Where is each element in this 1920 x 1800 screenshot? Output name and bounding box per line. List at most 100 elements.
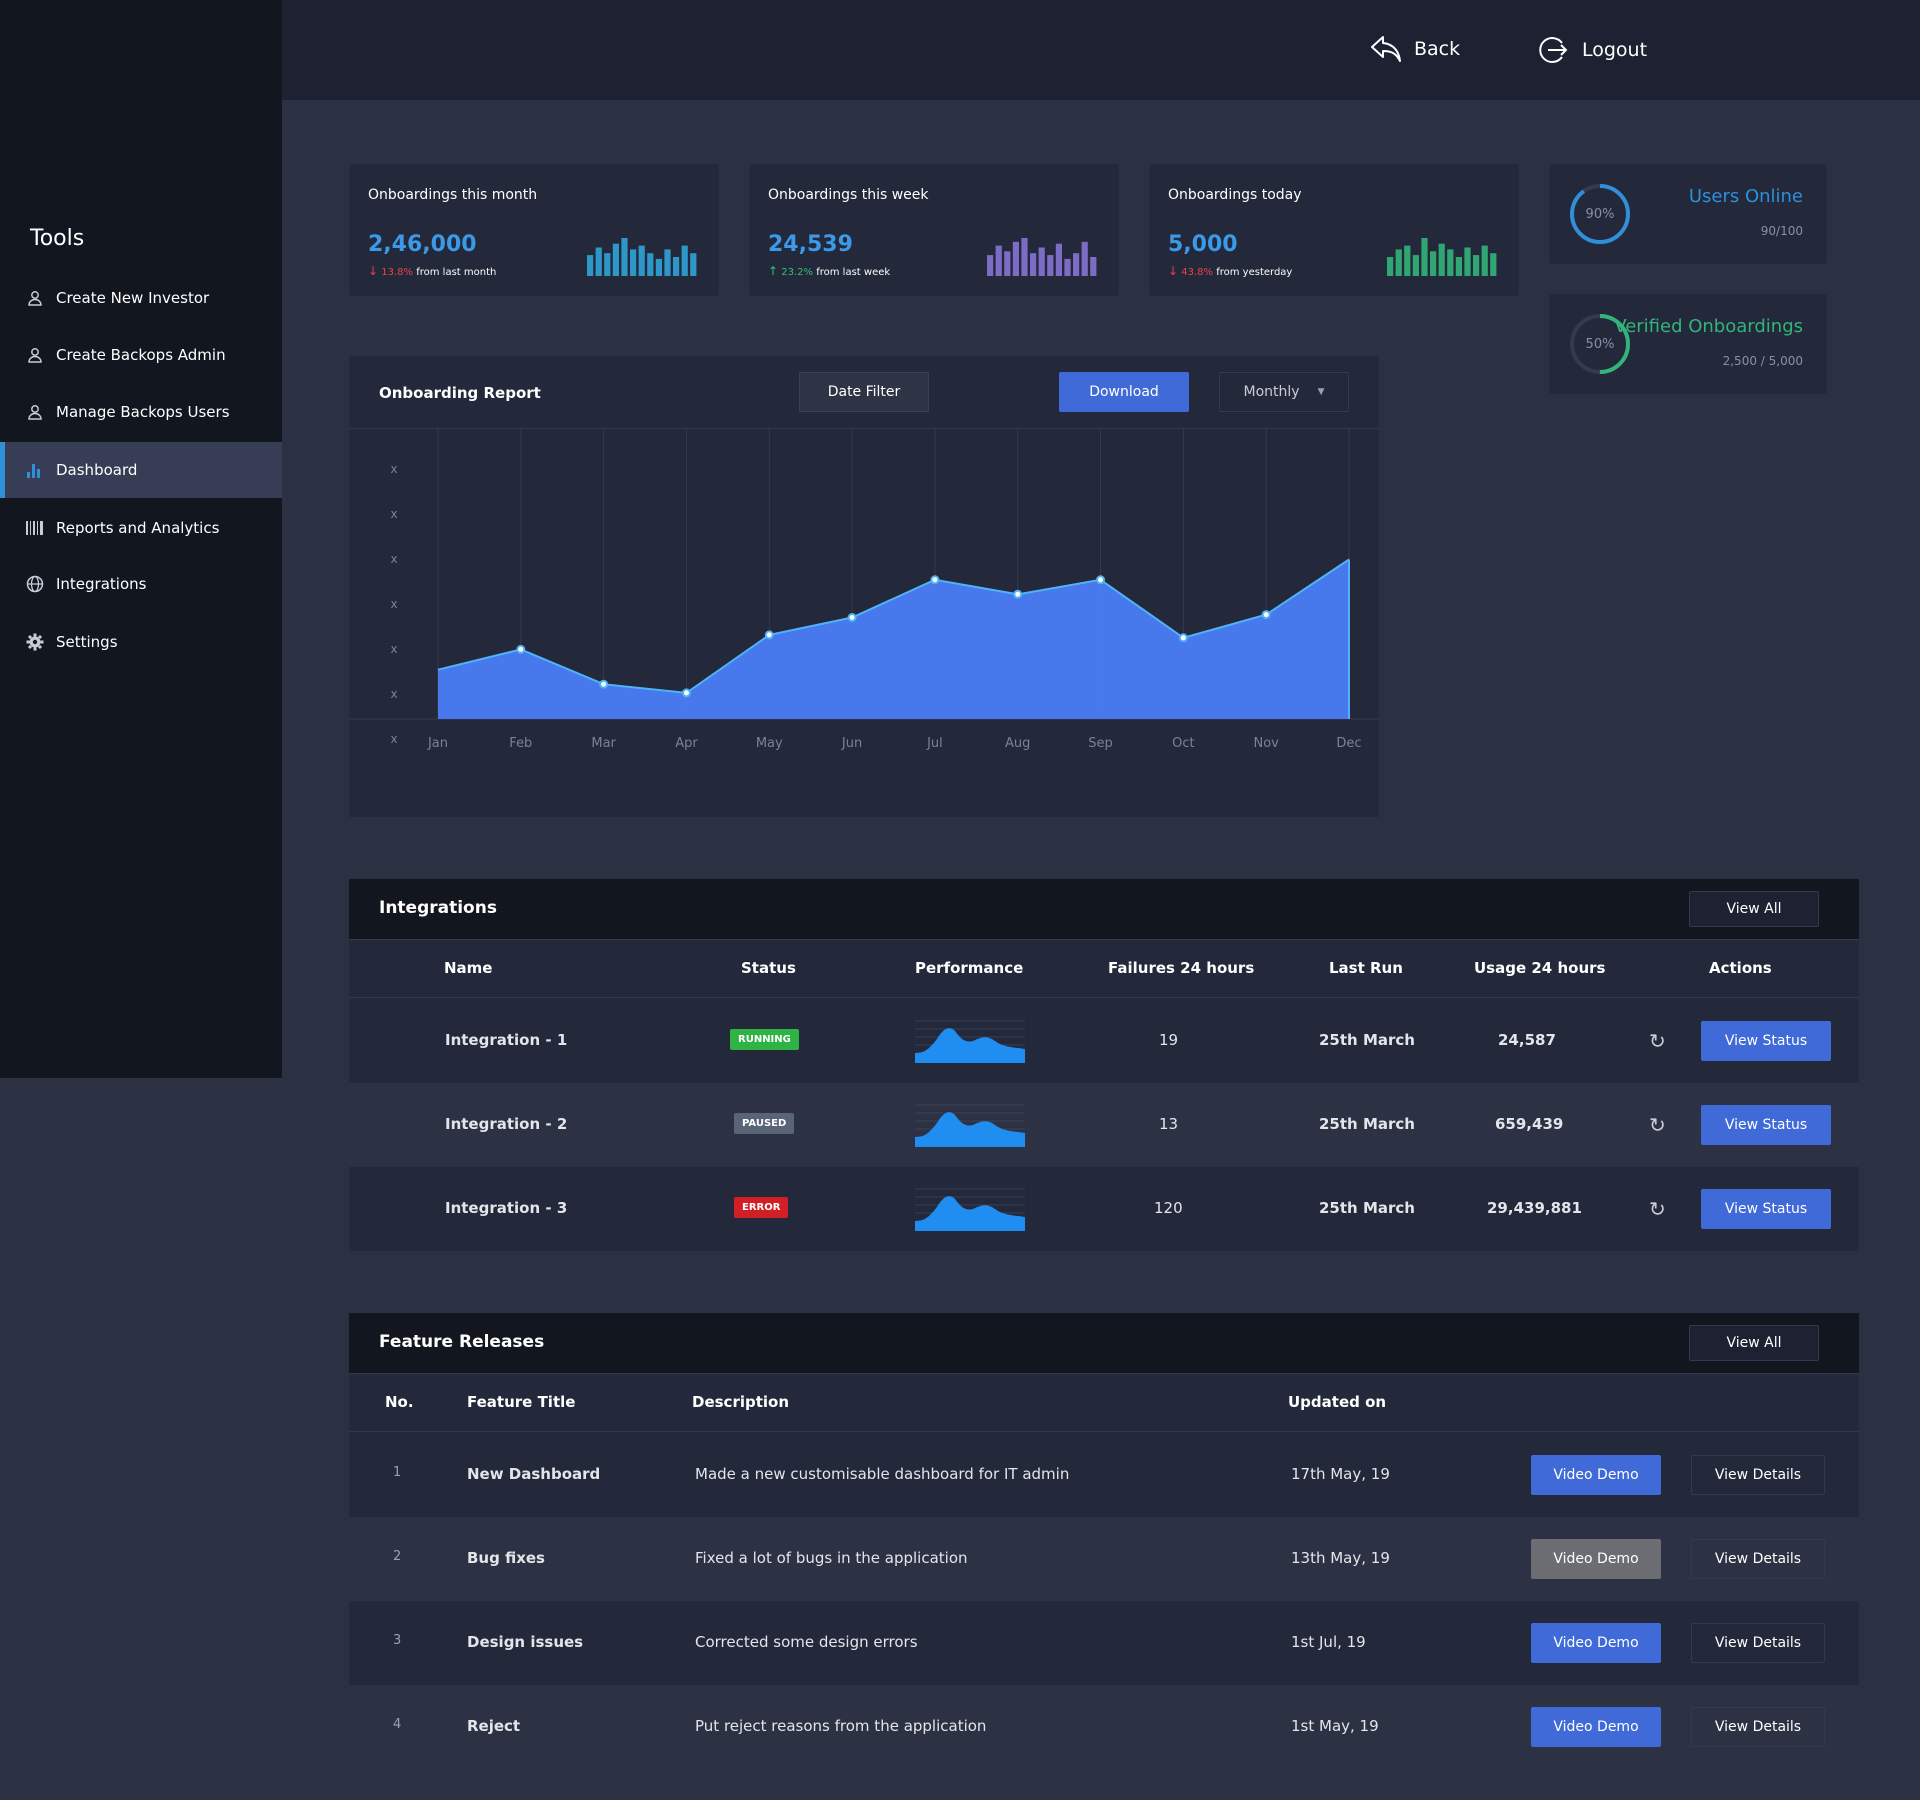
mini-bar <box>664 249 671 276</box>
mini-bar <box>1030 253 1037 276</box>
chevron-down-icon: ▼ <box>1317 387 1325 397</box>
col-header-name: Name <box>444 959 493 977</box>
stat-change-suffix: from last week <box>816 267 891 278</box>
arrow-up-icon: ↑ <box>768 264 779 278</box>
sidebar-item-label: Dashboard <box>56 461 138 479</box>
sidebar-item-settings[interactable]: Settings <box>0 614 282 670</box>
divider <box>349 997 1859 998</box>
mini-bar <box>1038 247 1045 276</box>
sidebar-item-manage-backops-users[interactable]: Manage Backops Users <box>0 384 282 440</box>
y-tick-label: x <box>390 642 397 656</box>
table-row: 2 Bug fixes Fixed a lot of bugs in the a… <box>349 1517 1859 1601</box>
failures-value: 13 <box>1159 1115 1179 1133</box>
x-tick-label: Feb <box>509 736 532 751</box>
sidebar-item-dashboard[interactable]: Dashboard <box>0 442 282 498</box>
col-header-performance: Performance <box>915 959 1024 977</box>
sidebar-item-create-backops-admin[interactable]: Create Backops Admin <box>0 327 282 383</box>
view-status-button[interactable]: View Status <box>1701 1189 1831 1229</box>
barcode-icon <box>26 519 44 537</box>
spark-area <box>915 1112 1025 1147</box>
video-demo-button-disabled[interactable]: Video Demo <box>1531 1539 1661 1579</box>
users-online-sub: 90/100 <box>1760 224 1803 238</box>
stat-change-pct: 43.8% <box>1181 267 1214 278</box>
mini-bar <box>681 245 688 276</box>
mini-bar <box>1012 241 1019 276</box>
refresh-icon[interactable]: ↻ <box>1649 1113 1666 1137</box>
period-select[interactable]: Monthly ▼ <box>1219 372 1349 412</box>
view-status-label: View Status <box>1724 1201 1808 1217</box>
area-fill <box>438 559 1349 719</box>
logout-icon <box>1539 37 1568 63</box>
report-title: Onboarding Report <box>379 384 541 402</box>
view-details-label: View Details <box>1714 1467 1802 1483</box>
back-arrow-icon <box>1371 36 1401 62</box>
video-demo-label: Video Demo <box>1553 1719 1639 1735</box>
mini-bar-chart <box>1387 238 1497 276</box>
mini-bar <box>621 238 628 276</box>
sidebar-item-reports-and-analytics[interactable]: Reports and Analytics <box>0 500 282 556</box>
view-all-label: View All <box>1726 901 1782 917</box>
view-details-button[interactable]: View Details <box>1691 1455 1825 1495</box>
table-row: Integration - 1 RUNNING 19 25th March 24… <box>349 999 1859 1083</box>
users-online-card: 90% Users Online 90/100 <box>1549 164 1827 264</box>
view-details-button[interactable]: View Details <box>1691 1539 1825 1579</box>
date-filter-button[interactable]: Date Filter <box>799 372 929 412</box>
area-line <box>437 558 1350 694</box>
stat-card-today: Onboardings today 5,000 ↓ 43.8% from yes… <box>1149 164 1519 296</box>
view-status-label: View Status <box>1724 1117 1808 1133</box>
feature-description: Put reject reasons from the application <box>695 1717 987 1735</box>
data-point <box>1013 589 1023 599</box>
data-point <box>1261 610 1271 620</box>
data-point <box>847 613 857 622</box>
logout-button[interactable]: Logout <box>1538 34 1647 66</box>
video-demo-button[interactable]: Video Demo <box>1531 1707 1661 1747</box>
view-status-button[interactable]: View Status <box>1701 1021 1831 1061</box>
integrations-header: Integrations View All <box>349 879 1859 939</box>
sidebar-item-create-new-investor[interactable]: Create New Investor <box>0 270 282 326</box>
spark-area <box>915 1028 1025 1063</box>
col-header-updated-on: Updated on <box>1288 1393 1387 1411</box>
stat-change-pct: 13.8% <box>381 267 414 278</box>
stat-change: ↓ 43.8% from yesterday <box>1168 264 1292 278</box>
view-details-button[interactable]: View Details <box>1691 1707 1825 1747</box>
back-button[interactable]: Back <box>1370 34 1460 64</box>
mini-bar <box>1090 257 1097 276</box>
view-details-label: View Details <box>1714 1551 1802 1567</box>
y-tick-label: x <box>390 687 397 701</box>
globe-icon <box>26 575 44 593</box>
refresh-icon[interactable]: ↻ <box>1649 1197 1666 1221</box>
report-divider <box>349 428 1379 429</box>
sidebar-item-label: Reports and Analytics <box>56 519 220 537</box>
video-demo-button[interactable]: Video Demo <box>1531 1455 1661 1495</box>
table-row: Integration - 3 ERROR 120 25th March 29,… <box>349 1167 1859 1251</box>
col-header-no: No. <box>385 1393 414 1411</box>
last-run-value: 25th March <box>1319 1199 1415 1217</box>
user-icon <box>26 346 44 364</box>
stat-card-month: Onboardings this month 2,46,000 ↓ 13.8% … <box>349 164 719 296</box>
video-demo-button[interactable]: Video Demo <box>1531 1623 1661 1663</box>
table-row: 3 Design issues Corrected some design er… <box>349 1601 1859 1685</box>
users-online-ring: 90% <box>1570 184 1630 244</box>
sidebar-item-integrations[interactable]: Integrations <box>0 556 282 612</box>
status-badge: PAUSED <box>734 1113 795 1134</box>
sidebar-item-label: Settings <box>56 633 118 651</box>
verified-onboardings-title: Verified Onboardings <box>1614 316 1803 337</box>
feature-title: New Dashboard <box>467 1465 601 1483</box>
users-online-title: Users Online <box>1688 186 1803 207</box>
features-view-all-button[interactable]: View All <box>1689 1325 1819 1361</box>
col-header-usage: Usage 24 hours <box>1474 959 1606 977</box>
x-tick-label: Mar <box>591 736 616 751</box>
sidebar-item-label: Create Backops Admin <box>56 346 226 364</box>
mini-bar <box>612 243 619 276</box>
integration-name: Integration - 1 <box>445 1031 568 1049</box>
data-point <box>930 575 940 585</box>
view-details-button[interactable]: View Details <box>1691 1623 1825 1663</box>
download-button[interactable]: Download <box>1059 372 1189 412</box>
refresh-icon[interactable]: ↻ <box>1649 1029 1666 1053</box>
feature-description: Corrected some design errors <box>695 1633 918 1651</box>
integrations-view-all-button[interactable]: View All <box>1689 891 1819 927</box>
mini-bar-chart <box>987 238 1097 276</box>
view-details-label: View Details <box>1714 1719 1802 1735</box>
view-status-button[interactable]: View Status <box>1701 1105 1831 1145</box>
y-tick-label: x <box>390 597 397 611</box>
